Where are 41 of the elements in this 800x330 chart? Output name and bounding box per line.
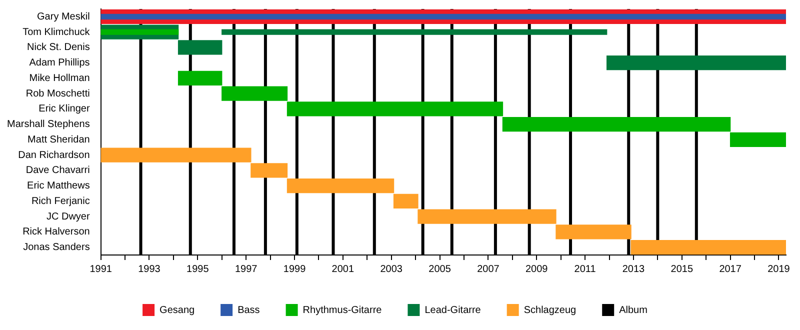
y-tick-label: Marshall Stephens [6, 119, 90, 130]
x-tick-label: 1991 [90, 264, 112, 275]
x-tick-label: 2015 [670, 264, 694, 275]
y-tick-label: Tom Klimchuck [22, 26, 91, 38]
bar [100, 29, 179, 35]
y-tick-label: Mike Hollman [29, 72, 90, 84]
x-tick-label: 1999 [283, 264, 306, 275]
legend-label: Gesang [160, 304, 195, 316]
legend-label: Bass [238, 304, 260, 316]
y-tick-label: Eric Klinger [38, 104, 90, 115]
x-tick-label: 2001 [332, 264, 354, 275]
x-tick-label: 1993 [138, 264, 161, 275]
y-tick-label: Eric Matthews [27, 180, 90, 192]
x-tick-label: 1995 [186, 264, 210, 275]
legend-label: Rhythmus-Gitarre [302, 304, 382, 316]
x-tick-label: 2007 [477, 264, 500, 275]
x-tick-label: 2009 [526, 264, 548, 275]
bar [222, 29, 608, 35]
legend-label: Album [619, 304, 648, 316]
y-tick-label: Nick St. Denis [27, 42, 90, 54]
x-tick-label: 2019 [768, 264, 790, 275]
y-tick-label: Rick Halverson [22, 226, 90, 238]
x-tick-label: 2013 [622, 264, 646, 275]
y-tick-label: Adam Phillips [29, 58, 90, 69]
y-tick-label: Dan Richardson [18, 150, 90, 161]
bar [606, 55, 786, 70]
y-tick-label: Jonas Sanders [23, 242, 90, 254]
legend-label: Schlagzeug [524, 304, 576, 316]
y-tick-label: Matt Sheridan [28, 134, 90, 146]
bar [100, 14, 786, 20]
y-tick-label: Rob Moschetti [26, 88, 90, 100]
x-tick-label: 2011 [574, 264, 596, 275]
x-tick-label: 2017 [719, 264, 742, 275]
x-tick-label: 2005 [428, 264, 452, 275]
legend-label: Lead-Gitarre [424, 304, 482, 316]
y-tick-label: Dave Chavarri [26, 165, 90, 176]
y-tick-label: Rich Ferjanic [31, 196, 90, 207]
y-tick-label: JC Dwyer [46, 211, 90, 222]
x-tick-label: 1997 [234, 264, 258, 275]
y-tick-label: Gary Meskil [37, 11, 90, 22]
x-tick-label: 2003 [380, 264, 403, 275]
